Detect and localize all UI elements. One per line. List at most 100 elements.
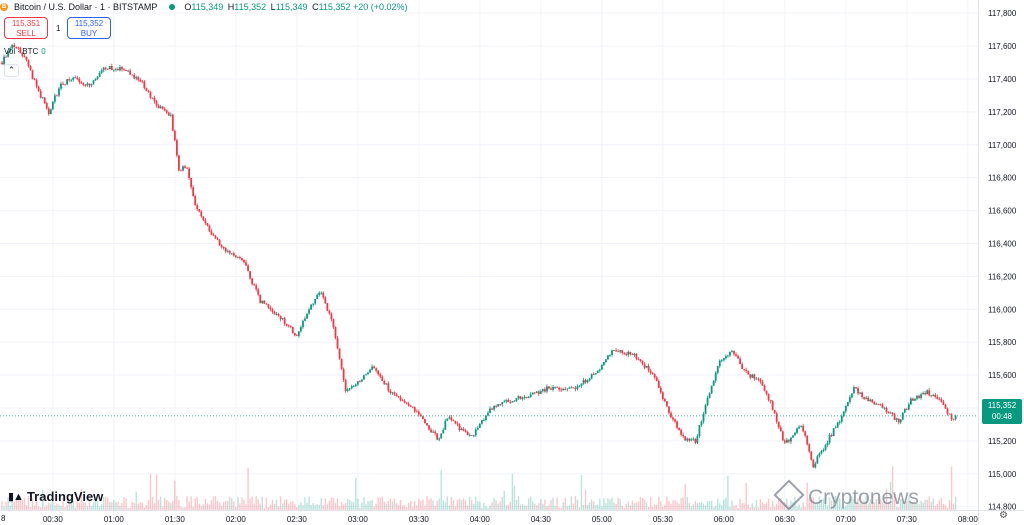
volume-bar — [771, 500, 774, 510]
volume-bar — [647, 506, 650, 510]
volume-bar — [788, 505, 790, 510]
candle-body — [267, 304, 270, 308]
volume-bar — [326, 504, 329, 510]
volume-bar — [298, 504, 300, 510]
candle-body — [383, 381, 386, 385]
candle-body — [212, 234, 215, 236]
candle-body — [733, 350, 735, 355]
candle-body — [761, 381, 764, 386]
high-value: 115,352 — [234, 2, 267, 12]
change-value: +20 (+0.02%) — [352, 2, 408, 12]
volume-bar — [229, 496, 231, 510]
volume-bar — [503, 490, 505, 510]
volume-bar — [233, 501, 235, 510]
candle-body — [397, 396, 400, 398]
candle-body — [216, 238, 219, 240]
volume-bar — [306, 502, 308, 510]
candle-body — [499, 404, 502, 405]
volume-bar — [753, 507, 756, 510]
volume-bar — [521, 503, 524, 510]
volume-bar — [464, 500, 467, 510]
volume-bar — [261, 496, 263, 510]
volume-bar — [916, 502, 918, 510]
buy-button[interactable]: 115,352 BUY — [67, 17, 111, 39]
candle-body — [444, 420, 447, 430]
candle-body — [151, 97, 154, 99]
volume-bar — [487, 507, 489, 510]
candle-body — [865, 397, 868, 399]
candle-body — [249, 271, 251, 279]
volume-bar — [668, 500, 670, 510]
volume-bar — [222, 501, 225, 510]
volume-legend[interactable]: Vol · BTC 0 — [4, 47, 46, 56]
volume-bar — [314, 505, 316, 510]
volume-bar — [316, 504, 318, 510]
candle-body — [712, 380, 715, 386]
candle-body — [33, 79, 36, 81]
candle-body — [635, 353, 638, 359]
candle-body — [873, 402, 876, 405]
candle-body — [407, 403, 410, 406]
candle-body — [434, 431, 437, 434]
volume-bar — [96, 500, 99, 510]
candle-body — [476, 427, 479, 430]
volume-bar — [279, 496, 282, 510]
volume-bar — [796, 506, 798, 510]
volume-bar — [163, 497, 166, 510]
candle-body — [765, 390, 768, 394]
candle-body — [655, 377, 658, 381]
volume-bar — [853, 498, 855, 510]
volume-bar — [102, 497, 105, 510]
candle-body — [602, 361, 605, 365]
volume-bar — [129, 507, 131, 510]
volume-bar — [253, 503, 255, 510]
volume-bar — [562, 502, 564, 510]
volume-bar — [92, 502, 95, 510]
candle-body — [804, 431, 807, 436]
volume-bar — [473, 503, 475, 510]
candle-body — [777, 421, 780, 428]
candle-body — [849, 397, 851, 403]
candle-body — [645, 365, 648, 368]
candle-body — [285, 323, 288, 326]
candle-body — [399, 397, 402, 401]
candle-body — [106, 68, 109, 70]
candle-body — [389, 390, 392, 394]
candle-body — [659, 387, 662, 393]
volume-bar — [359, 507, 361, 510]
price-axis-label: 115,000 — [988, 470, 1017, 479]
volume-bar — [86, 506, 89, 510]
candle-body — [356, 381, 359, 385]
low-label: L — [270, 2, 276, 12]
tradingview-logo[interactable]: ▮▲ TradingView — [8, 489, 103, 504]
candle-body — [454, 420, 457, 424]
candle-body — [515, 398, 518, 401]
candle-body — [243, 259, 245, 263]
candle-body — [889, 412, 892, 414]
volume-bar — [680, 498, 682, 510]
volume-bar — [204, 498, 207, 510]
volume-bar — [202, 504, 205, 510]
volume-bar — [867, 504, 869, 510]
settings-gear-icon[interactable]: ⚙ — [999, 510, 1008, 521]
candle-body — [121, 67, 123, 70]
candle-body — [405, 402, 408, 404]
volume-bar — [556, 497, 558, 510]
volume-bar — [52, 500, 54, 510]
candle-body — [859, 392, 861, 394]
volume-bar — [322, 505, 324, 510]
volume-bar — [855, 504, 857, 510]
candle-body — [783, 440, 786, 443]
volume-bar — [285, 499, 288, 510]
volume-bar — [778, 499, 780, 510]
candle-body — [139, 79, 142, 82]
volume-bar — [507, 504, 510, 510]
volume-bar — [468, 496, 471, 510]
symbol-title[interactable]: Bitcoin / U.S. Dollar · 1 · BITSTAMP — [14, 2, 158, 12]
chevron-up-icon[interactable]: ⌃ — [4, 64, 19, 77]
candle-body — [920, 394, 922, 398]
time-axis-label: 01:30 — [165, 515, 186, 524]
volume-bar — [798, 504, 800, 510]
sell-button[interactable]: 115,351 SELL — [4, 17, 48, 39]
